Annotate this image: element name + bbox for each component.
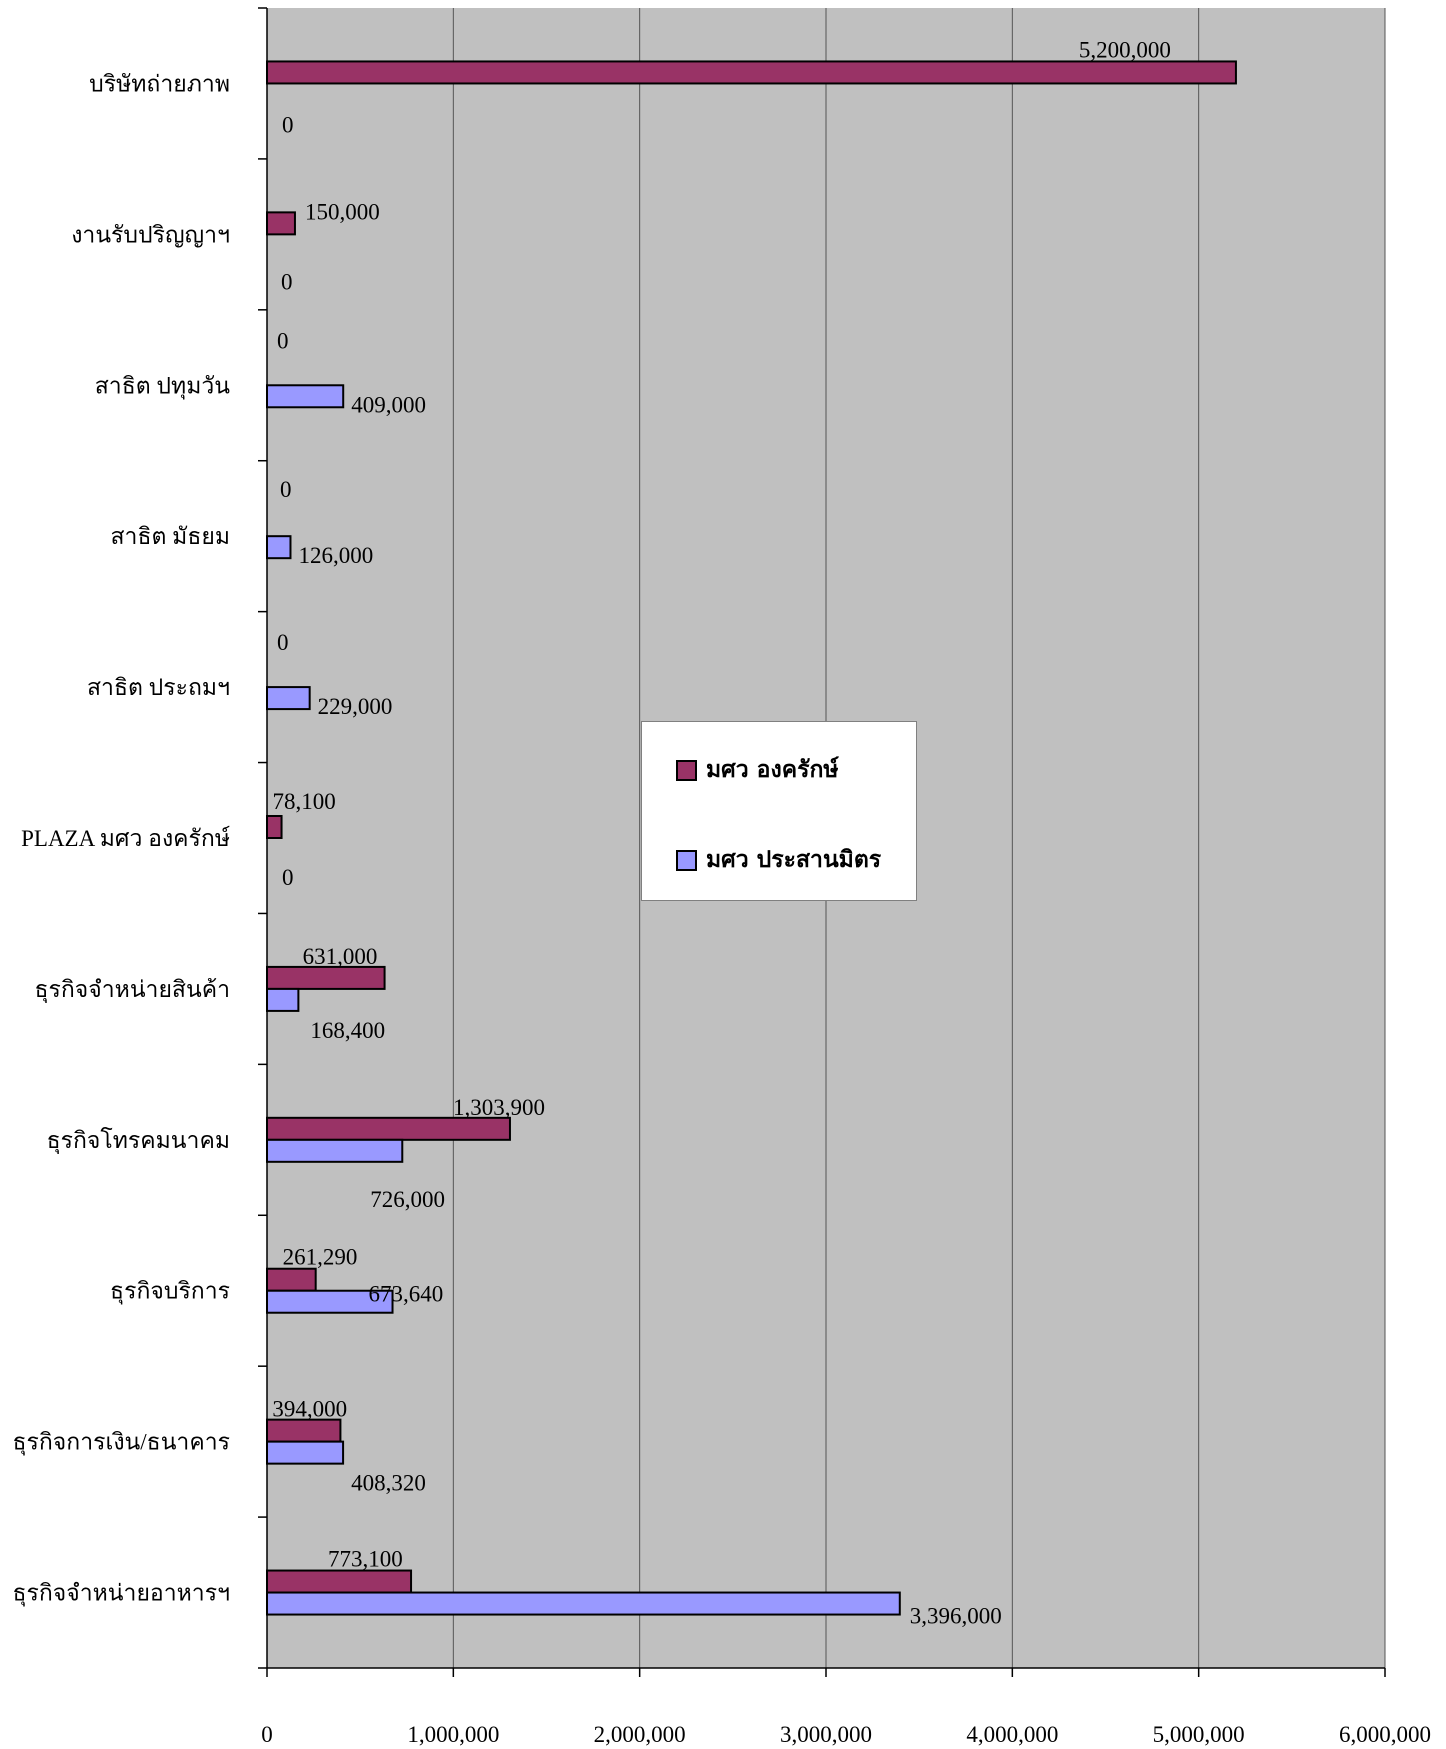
data-label: 773,100 (328, 1547, 403, 1572)
data-label: 229,000 (318, 694, 393, 719)
legend-swatch-prasarnmit (676, 849, 697, 871)
bar-prasarnmit (266, 384, 345, 409)
bar-ongkharak (266, 965, 386, 990)
data-label: 0 (277, 630, 289, 655)
legend-swatch-ongkharak (676, 759, 697, 781)
y-category-label: งานรับปริญญาฯ (71, 222, 230, 247)
data-label: 168,400 (310, 1018, 385, 1043)
x-tick-label: 4,000,000 (966, 1722, 1058, 1747)
bar-prasarnmit (266, 1440, 345, 1465)
legend-item-ongkharak: มศว องครักษ์ (676, 752, 839, 788)
bar-prasarnmit (266, 686, 311, 711)
x-tick-label: 1,000,000 (407, 1722, 499, 1747)
legend-item-prasarnmit: มศว ประสานมิตร (676, 842, 881, 878)
data-label: 78,100 (273, 789, 336, 814)
chart-legend: มศว องครักษ์ มศว ประสานมิตร (641, 721, 917, 901)
data-label: 631,000 (303, 944, 378, 969)
bar-ongkharak (266, 1569, 413, 1594)
bar-prasarnmit (266, 1138, 404, 1163)
x-tick-label: 2,000,000 (594, 1722, 686, 1747)
data-label: 0 (281, 269, 293, 294)
y-category-label: ธุรกิจจำหน่ายสินค้า (34, 977, 230, 1003)
data-label: 408,320 (351, 1471, 426, 1496)
x-tick-label: 0 (261, 1722, 273, 1747)
data-label: 726,000 (370, 1187, 445, 1212)
bar-ongkharak (266, 1116, 511, 1141)
bar-prasarnmit (266, 535, 292, 560)
data-label: 0 (282, 865, 294, 890)
legend-label-prasarnmit: มศว ประสานมิตร (706, 847, 882, 873)
data-label: 394,000 (272, 1397, 347, 1422)
bar-ongkharak (266, 815, 283, 839)
y-category-label: ธุรกิจจำหน่ายอาหารฯ (12, 1581, 230, 1607)
y-category-label: สาธิต ปทุมวัน (95, 373, 231, 399)
bar-prasarnmit (266, 1289, 394, 1314)
data-label: 673,640 (369, 1282, 444, 1307)
bar-prasarnmit (266, 987, 300, 1012)
y-category-label: ธุรกิจโทรคมนาคม (47, 1127, 230, 1154)
y-category-label: สาธิต มัธยม (110, 524, 230, 549)
legend-label-ongkharak: มศว องครักษ์ (706, 757, 839, 783)
x-tick-label: 5,000,000 (1153, 1722, 1245, 1747)
bar-prasarnmit (266, 1591, 901, 1616)
bar-ongkharak (266, 60, 1237, 85)
y-category-label: ธุรกิจการเงิน/ธนาคาร (12, 1430, 230, 1456)
data-label: 5,200,000 (1079, 37, 1171, 62)
y-category-label: ธุรกิจบริการ (110, 1279, 230, 1305)
data-label: 150,000 (305, 199, 380, 224)
bar-ongkharak (266, 1418, 342, 1443)
data-label: 3,396,000 (910, 1604, 1002, 1629)
x-tick-label: 3,000,000 (780, 1722, 872, 1747)
y-category-label: สาธิต ประถมฯ (87, 675, 230, 700)
data-label: 126,000 (298, 543, 373, 568)
data-label: 0 (277, 328, 289, 353)
bar-ongkharak (266, 211, 296, 236)
data-label: 0 (282, 112, 294, 137)
y-category-label: PLAZA มศว องครักษ์ (21, 825, 230, 851)
data-label: 1,303,900 (453, 1095, 545, 1120)
data-label: 409,000 (351, 392, 426, 417)
bar-ongkharak (266, 1267, 317, 1292)
data-label: 0 (280, 477, 292, 502)
x-tick-label: 6,000,000 (1339, 1722, 1431, 1747)
y-category-label: บริษัทถ่ายภาพ (89, 71, 230, 96)
data-label: 261,290 (283, 1245, 358, 1270)
